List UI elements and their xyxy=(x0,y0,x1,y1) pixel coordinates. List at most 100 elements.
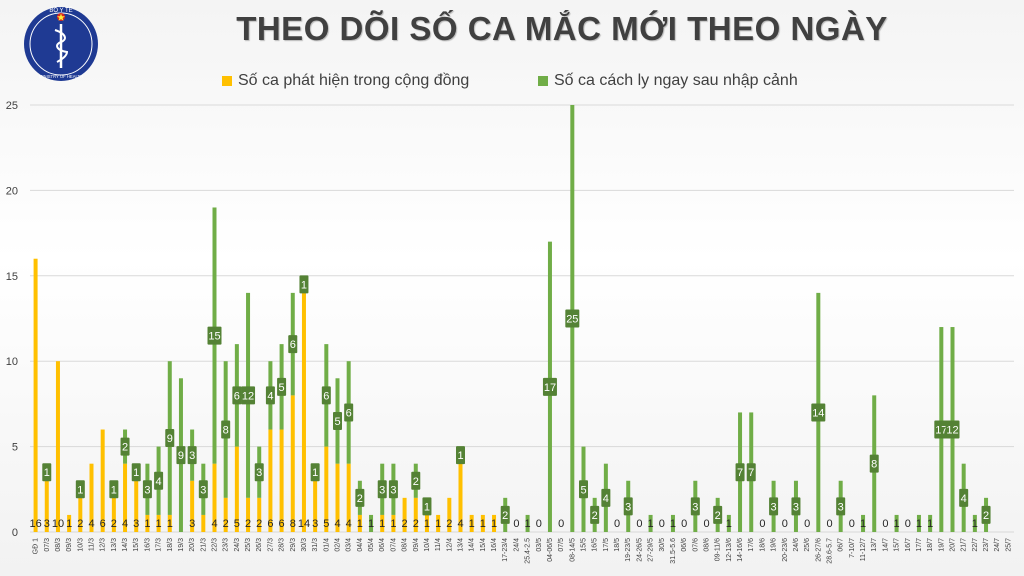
data-label-box-quarantine xyxy=(120,437,130,456)
bar-community xyxy=(89,463,94,532)
x-tick-label: 27/3 xyxy=(267,538,274,552)
data-label-quarantine: 3 xyxy=(692,501,698,513)
legend-swatch-quarantine xyxy=(538,76,548,86)
data-label-community: 1 xyxy=(469,518,475,530)
x-tick-label: 18/7 xyxy=(927,538,934,552)
data-label-box-quarantine xyxy=(869,454,879,473)
data-label-community: 1 xyxy=(491,518,497,530)
legend-label-quarantine: Số ca cách ly ngay sau nhập cảnh xyxy=(554,72,798,89)
data-label-community: 1 xyxy=(525,518,531,530)
data-label-community: 2 xyxy=(446,518,452,530)
bar-community xyxy=(469,514,474,532)
x-tick-label: 23/7 xyxy=(983,538,990,552)
data-label-quarantine: 1 xyxy=(424,501,430,513)
bar-community xyxy=(156,514,161,532)
x-tick-label: 17-23/4 xyxy=(502,538,509,562)
data-label-box-quarantine xyxy=(277,377,287,396)
data-label-community: 1 xyxy=(972,518,978,530)
bar-community xyxy=(458,463,463,532)
data-label-box-quarantine xyxy=(232,386,242,405)
bar-quarantine xyxy=(648,514,653,532)
bar-quarantine xyxy=(670,514,675,532)
data-label-quarantine: 4 xyxy=(961,493,967,505)
x-tick-label: 24/4 xyxy=(513,538,520,552)
x-tick-label: 24/7 xyxy=(994,538,1001,552)
x-tick-label: 11-12/7 xyxy=(860,538,867,561)
data-label-community: 1 xyxy=(368,518,374,530)
data-label-quarantine: 4 xyxy=(267,390,273,402)
data-label-community: 5 xyxy=(234,518,240,530)
bar-community xyxy=(402,497,407,532)
bar-community xyxy=(413,497,418,532)
data-label-box-quarantine xyxy=(142,480,152,499)
data-label-community: 0 xyxy=(882,518,888,530)
data-label-community: 4 xyxy=(122,518,128,530)
data-label-community: 0 xyxy=(905,518,911,530)
x-tick-label: 12/3 xyxy=(100,538,107,552)
x-tick-label: 13/3 xyxy=(111,538,118,552)
data-label-community: 1 xyxy=(167,518,173,530)
x-tick-label: 01/4 xyxy=(323,538,330,552)
data-label-box-quarantine xyxy=(746,463,756,482)
data-label-quarantine: 3 xyxy=(771,501,777,513)
logo-top-text: BỘ Y TẾ xyxy=(49,7,72,14)
data-label-community: 2 xyxy=(402,518,408,530)
data-label-community: 3 xyxy=(44,518,50,530)
legend-swatch-community xyxy=(222,76,232,86)
data-label-quarantine: 12 xyxy=(946,425,958,437)
data-label-box-quarantine xyxy=(542,377,557,396)
bar-quarantine xyxy=(525,514,530,532)
data-label-quarantine: 2 xyxy=(715,510,721,522)
bar-community xyxy=(492,514,497,532)
bar-quarantine xyxy=(916,514,921,532)
data-label-box-quarantine xyxy=(265,386,275,405)
x-tick-label: 26-27/6 xyxy=(815,538,822,562)
data-label-community: 0 xyxy=(513,518,519,530)
bar-community xyxy=(346,463,351,532)
data-label-community: 1 xyxy=(66,518,72,530)
bar-quarantine xyxy=(928,514,933,532)
data-label-community: 0 xyxy=(636,518,642,530)
data-label-box-quarantine xyxy=(565,309,580,328)
x-tick-label: 31.5-5.6 xyxy=(670,538,677,564)
x-tick-label: 13/7 xyxy=(871,538,878,552)
x-tick-label: 12-13/6 xyxy=(726,538,733,562)
bar-community xyxy=(335,463,340,532)
data-label-box-quarantine xyxy=(456,446,465,465)
x-tick-label: 30/5 xyxy=(659,538,666,552)
data-label-box-quarantine xyxy=(355,488,365,507)
x-tick-label: 20-23/6 xyxy=(782,538,789,562)
data-label-box-quarantine xyxy=(187,446,197,465)
bar-community xyxy=(167,514,172,532)
data-label-box-quarantine xyxy=(198,480,208,499)
data-label-community: 1 xyxy=(894,518,900,530)
data-label-box-quarantine xyxy=(109,480,119,499)
data-label-community: 1 xyxy=(424,518,430,530)
bar-community xyxy=(134,480,139,532)
x-tick-label: 09/3 xyxy=(66,538,73,552)
data-label-box-quarantine xyxy=(959,488,969,507)
data-label-box-quarantine xyxy=(333,411,342,430)
x-tick-label: 06/4 xyxy=(379,538,386,552)
data-label-community: 1 xyxy=(648,518,654,530)
data-label-community: 6 xyxy=(100,518,106,530)
x-tick-label: 19/6 xyxy=(771,538,778,552)
x-tick-label: 24-26/5 xyxy=(636,538,643,562)
data-label-quarantine: 2 xyxy=(502,510,508,522)
bar-community xyxy=(145,514,150,532)
data-label-quarantine: 25 xyxy=(566,314,578,326)
x-tick-label: 30/3 xyxy=(301,538,308,552)
data-label-quarantine: 6 xyxy=(234,390,240,402)
y-tick-label: 0 xyxy=(12,527,18,539)
x-tick-label: 09-11/6 xyxy=(715,538,722,561)
data-label-quarantine: 6 xyxy=(323,390,329,402)
data-label-quarantine: 3 xyxy=(838,501,844,513)
bar-community xyxy=(268,429,273,532)
x-tick-label: 25/3 xyxy=(245,538,252,552)
x-tick-label: 08/4 xyxy=(402,538,409,552)
data-label-quarantine: 14 xyxy=(812,407,824,419)
x-tick-label: 16/5 xyxy=(592,538,599,552)
data-label-community: 2 xyxy=(245,518,251,530)
bar-community xyxy=(480,514,485,532)
data-label-box-quarantine xyxy=(42,463,52,482)
